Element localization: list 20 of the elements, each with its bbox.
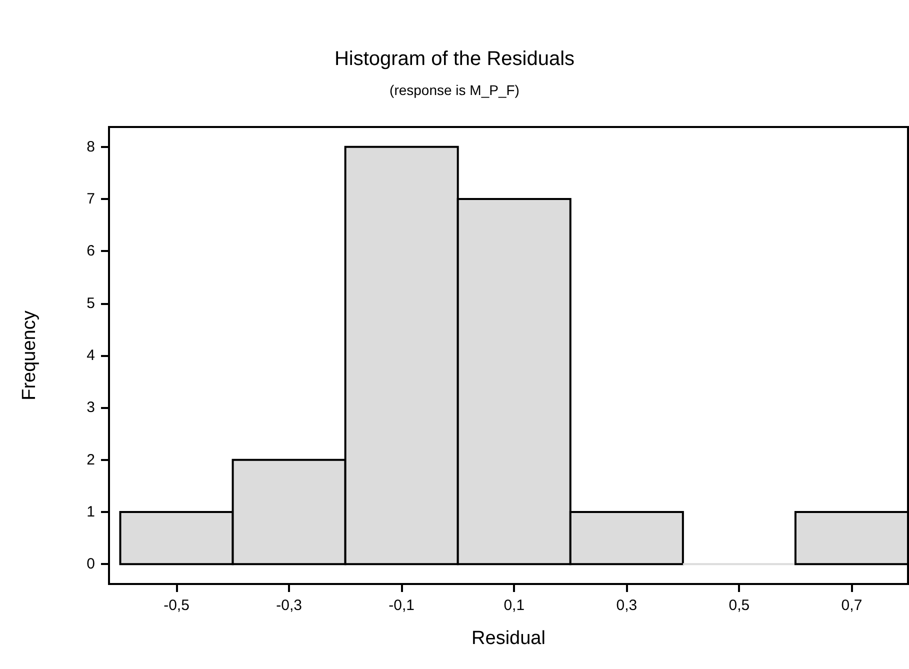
- chart-title: Histogram of the Residuals: [334, 48, 575, 70]
- y-axis-title: Frequency: [19, 310, 40, 400]
- x-tick-label: -0,5: [164, 597, 190, 614]
- y-tick-label: 5: [86, 294, 95, 312]
- x-tick-label: -0,3: [276, 597, 302, 614]
- x-tick-label: 0,1: [504, 597, 525, 614]
- y-tick-label: 6: [86, 242, 95, 260]
- y-tick-label: 4: [86, 347, 95, 364]
- x-axis-title: Residual: [472, 628, 546, 649]
- x-tick-label: 0,5: [728, 597, 750, 614]
- y-tick-label: 8: [86, 138, 95, 156]
- x-tick-label: 0,7: [841, 597, 862, 614]
- y-tick-label: 0: [86, 556, 95, 573]
- y-tick-label: 2: [86, 451, 95, 468]
- y-tick-label: 7: [86, 190, 95, 208]
- x-tick-label: 0,3: [616, 597, 638, 614]
- chart-subtitle: (response is M_P_F): [390, 82, 520, 98]
- x-tick-label: -0,1: [388, 597, 415, 614]
- y-tick-label: 1: [86, 504, 95, 521]
- y-tick-label: 3: [86, 399, 95, 416]
